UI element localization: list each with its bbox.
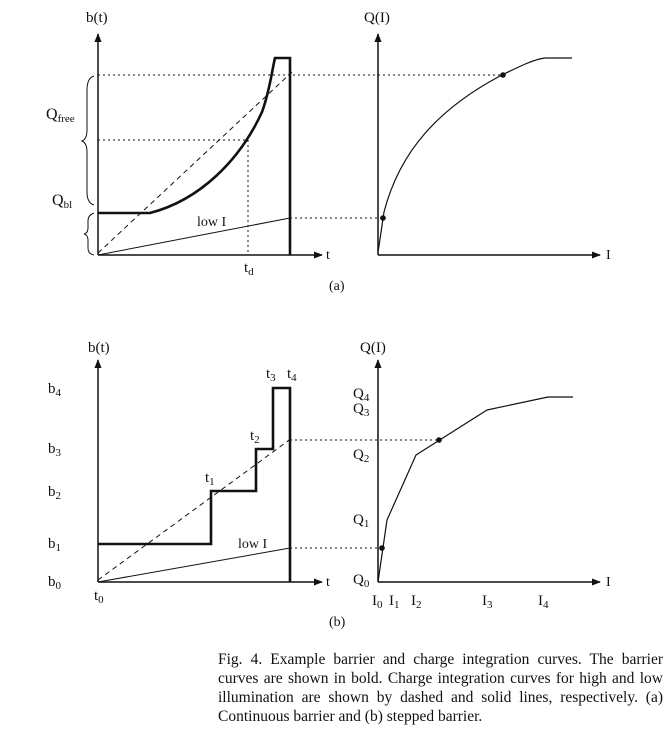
i4-label: I4 — [538, 593, 549, 611]
panel-a-right-x-label: I — [606, 248, 611, 263]
i2-label: I2 — [411, 593, 422, 611]
t0-label: t0 — [94, 588, 104, 606]
q-free-brace — [80, 75, 95, 206]
q3-label: Q3 — [353, 401, 370, 419]
q-bl-label: Qbl — [52, 192, 72, 211]
panel-b-left-y-label: b(t) — [88, 340, 110, 356]
stepped-barrier-curve — [98, 386, 292, 582]
q-bl-brace — [83, 212, 95, 256]
t3-label: t3 — [266, 366, 276, 384]
b3-label: b3 — [48, 441, 62, 459]
b0-label: b0 — [48, 574, 62, 592]
i1-label: I1 — [389, 593, 400, 611]
low-point-marker — [380, 215, 386, 221]
continuous-barrier-curve — [98, 56, 292, 255]
q4-label: Q4 — [353, 386, 370, 404]
td-label: td — [244, 260, 254, 278]
low-illumination-solid-line-b — [97, 547, 291, 583]
high-point-marker-b — [436, 437, 442, 443]
panel-a-right-y-label: Q(I) — [364, 10, 390, 26]
high-illumination-dashed-line — [97, 71, 293, 254]
panel-b-charge-plot: Q(I) I Q4 Q3 Q2 Q1 Q0 I0 I1 I2 I3 I4 — [353, 340, 611, 611]
panel-a-tag: (a) — [329, 279, 345, 294]
high-illumination-dashed-line-b — [97, 437, 293, 581]
low-point-marker-b — [379, 545, 385, 551]
panel-b-right-y-label: Q(I) — [360, 340, 386, 356]
i0-label: I0 — [372, 593, 383, 611]
figure-caption: Fig. 4. Example barrier and charge integ… — [218, 651, 663, 725]
low-illumination-solid-line — [97, 217, 291, 256]
panel-a-barrier-plot: b(t) t low I Qfree Qbl td — [46, 10, 500, 278]
panel-a-charge-plot: Q(I) I — [364, 10, 611, 263]
b2-label: b2 — [48, 484, 61, 502]
low-illumination-label: low I — [197, 215, 227, 230]
panel-a-left-x-label: t — [326, 248, 330, 263]
q2-label: Q2 — [353, 447, 369, 465]
t2-label: t2 — [250, 428, 260, 446]
q1-label: Q1 — [353, 512, 369, 530]
i3-label: I3 — [482, 593, 493, 611]
panel-a-left-y-label: b(t) — [86, 10, 108, 26]
t4-label: t4 — [287, 366, 297, 384]
continuous-charge-curve — [377, 57, 572, 253]
stepped-charge-curve — [377, 396, 573, 583]
panel-b-right-x-label: I — [606, 575, 611, 590]
b4-label: b4 — [48, 381, 62, 399]
q0-label: Q0 — [353, 572, 370, 590]
high-point-marker — [500, 72, 506, 78]
b1-label: b1 — [48, 536, 61, 554]
panel-b-barrier-plot: b(t) t b4 b3 b2 b1 b0 t0 t1 t2 t3 t4 low… — [48, 340, 440, 606]
panel-b-tag: (b) — [329, 615, 346, 630]
t1-label: t1 — [205, 470, 215, 488]
panel-b-left-x-label: t — [326, 575, 330, 590]
q-free-label: Qfree — [46, 106, 75, 125]
low-illumination-label-b: low I — [238, 537, 268, 552]
